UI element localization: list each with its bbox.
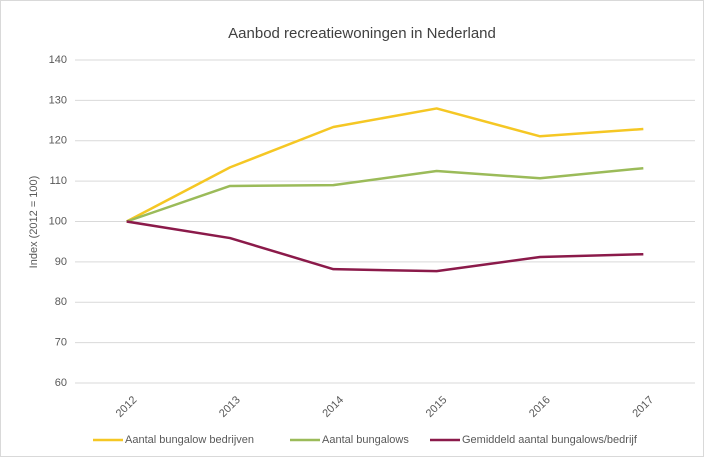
- legend-label: Aantal bungalow bedrijven: [125, 434, 254, 446]
- series-line: [126, 220, 644, 273]
- chart-title: Aanbod recreatiewoningen in Nederland: [228, 25, 496, 42]
- y-tick-label: 130: [49, 94, 67, 106]
- y-tick-label: 60: [55, 377, 67, 389]
- y-tick-label: 110: [49, 175, 67, 187]
- legend-label: Aantal bungalows: [322, 434, 409, 446]
- y-tick-label: 90: [55, 256, 67, 268]
- y-tick-label: 70: [55, 337, 67, 349]
- y-tick-label: 120: [49, 135, 67, 147]
- y-tick-label: 140: [49, 54, 67, 66]
- y-tick-label: 80: [55, 296, 67, 308]
- y-tick-label: 100: [49, 215, 67, 227]
- series-line: [126, 107, 644, 223]
- legend-label: Gemiddeld aantal bungalows/bedrijf: [462, 434, 638, 446]
- y-axis-label: Index (2012 = 100): [28, 176, 40, 269]
- series-line: [126, 166, 644, 223]
